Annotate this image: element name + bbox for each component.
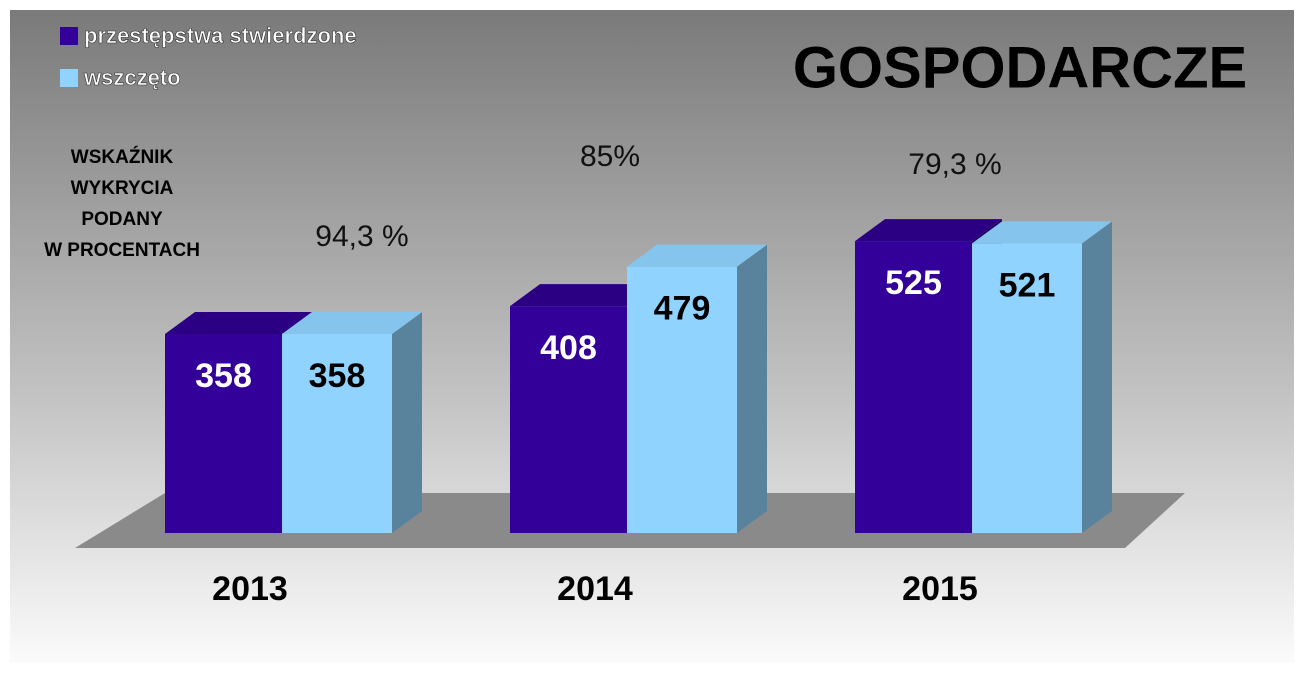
bar-side: [1082, 221, 1112, 533]
bar-side: [737, 244, 767, 533]
note-line: PODANY: [81, 209, 163, 230]
data-label: 479: [654, 290, 711, 328]
x-tick-label: 2013: [212, 570, 288, 608]
legend-label: wszczęto: [83, 65, 181, 90]
bar: [165, 333, 282, 533]
legend-label: przestępstwa stwierdzone: [84, 23, 357, 48]
annotation: 94,3 %: [315, 220, 408, 253]
note-line: WSKAŹNIK: [71, 146, 174, 168]
data-label: 358: [309, 357, 366, 395]
legend-swatch: [60, 69, 78, 87]
data-label: 358: [195, 357, 252, 395]
x-tick-label: 2015: [902, 570, 978, 608]
annotation: 85%: [580, 140, 640, 173]
legend-swatch: [60, 27, 78, 45]
bar-top: [855, 219, 1002, 242]
note-line: WYKRYCIA: [71, 178, 174, 199]
bar: [972, 243, 1082, 533]
bar: [855, 241, 972, 533]
bar-side: [392, 311, 422, 533]
bar: [627, 266, 737, 533]
x-tick-label: 2014: [557, 570, 633, 608]
bar-top: [282, 311, 422, 334]
bar-top: [510, 284, 657, 307]
bar-top: [165, 311, 312, 334]
data-label: 525: [885, 264, 942, 302]
bar: [510, 306, 627, 533]
data-label: 408: [540, 329, 597, 367]
bar: [282, 333, 392, 533]
note-line: W PROCENTACH: [44, 240, 200, 261]
bar-top: [627, 244, 767, 267]
chart-title: GOSPODARCZE: [793, 35, 1247, 100]
annotation: 79,3 %: [908, 148, 1001, 181]
bar-top: [972, 221, 1112, 244]
data-label: 521: [999, 266, 1056, 304]
